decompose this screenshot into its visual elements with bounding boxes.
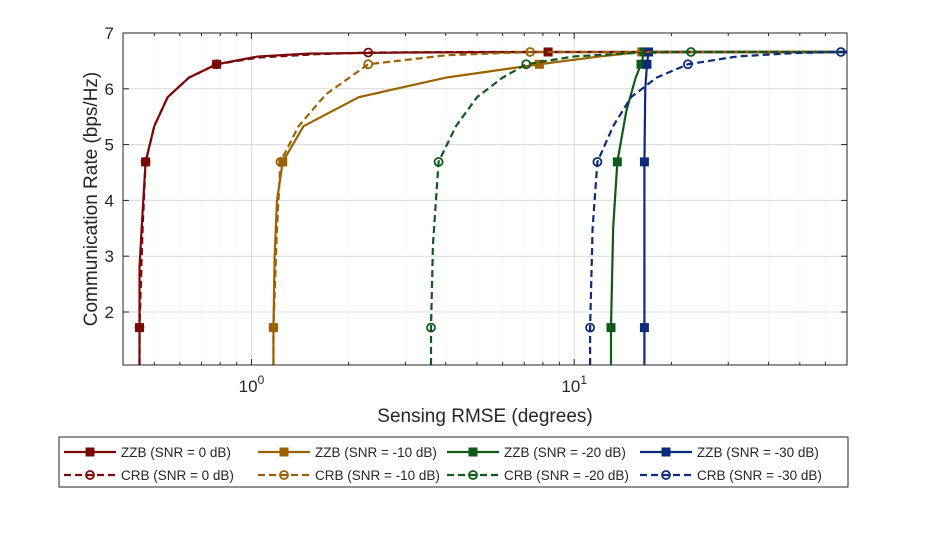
data-point [426,322,436,333]
legend-label: ZZB (SNR = -30 dB) [697,445,819,460]
legend-swatch-marker [468,470,478,480]
data-point [686,47,696,57]
plot-frame [122,32,848,366]
y-tick-label: 3 [105,247,114,266]
data-point [134,322,145,333]
series-line [138,50,847,365]
legend-label: CRB (SNR = -30 dB) [697,468,822,483]
data-point [211,59,222,70]
data-point [525,47,536,57]
legend: ZZB (SNR = 0 dB) ZZB (SNR = -10 dB) ZZB (S… [58,436,849,488]
y-tick-label: 2 [105,303,114,322]
legend-label: ZZB (SNR = -20 dB) [504,445,626,460]
plot-area [123,33,847,365]
legend-swatch-marker [85,470,95,480]
series-line [272,50,847,365]
legend-label: CRB (SNR = -20 dB) [504,468,629,483]
legend-swatch-marker [279,470,289,480]
data-point [639,157,649,167]
data-point [363,59,374,70]
series-line [589,50,847,365]
data-point [140,156,151,167]
data-point [682,59,693,70]
legend-label: ZZB (SNR = 0 dB) [121,445,231,460]
data-point [642,59,652,69]
legend-swatch-marker [85,447,95,457]
data-point [521,59,532,70]
y-tick-label: 4 [105,191,114,210]
legend-swatch-marker [661,447,671,457]
data-point [433,156,444,167]
legend-swatch-marker [661,470,671,480]
data-point [534,59,544,69]
series-line [429,50,847,365]
legend-label: CRB (SNR = -10 dB) [315,468,440,483]
series-crb-snr-0-db- [134,47,847,365]
y-tick-label: 6 [105,80,114,99]
axis-ticks: 100 101 2 3 4 5 6 7 [105,24,847,396]
legend-swatch-marker [468,447,478,457]
x-axis-label: Sensing RMSE (degrees) [377,406,592,427]
y-tick-label: 5 [105,136,114,155]
data-point [268,322,279,333]
legend-swatch-marker [279,447,289,457]
data-point [275,156,286,167]
legend-box [58,436,849,488]
series-crb-snr-20-db- [426,47,847,365]
data-point [639,323,649,333]
legend-label: ZZB (SNR = -10 dB) [315,445,437,460]
series-layer [134,47,847,365]
y-tick-label: 7 [105,24,114,43]
data-point [835,47,846,57]
x-tick-label: 100 [239,373,265,396]
data-point [592,156,603,167]
series-line [272,50,847,365]
legend-label: CRB (SNR = 0 dB) [121,468,234,483]
data-point [606,323,616,333]
series-crb-snr-30-db- [585,47,847,365]
y-axis-label: Communication Rate (bps/Hz) [81,72,102,326]
x-tick-label: 101 [561,373,587,396]
data-point [612,157,622,167]
data-point [585,322,596,333]
data-point [363,47,374,58]
series-crb-snr-10-db- [268,47,847,365]
